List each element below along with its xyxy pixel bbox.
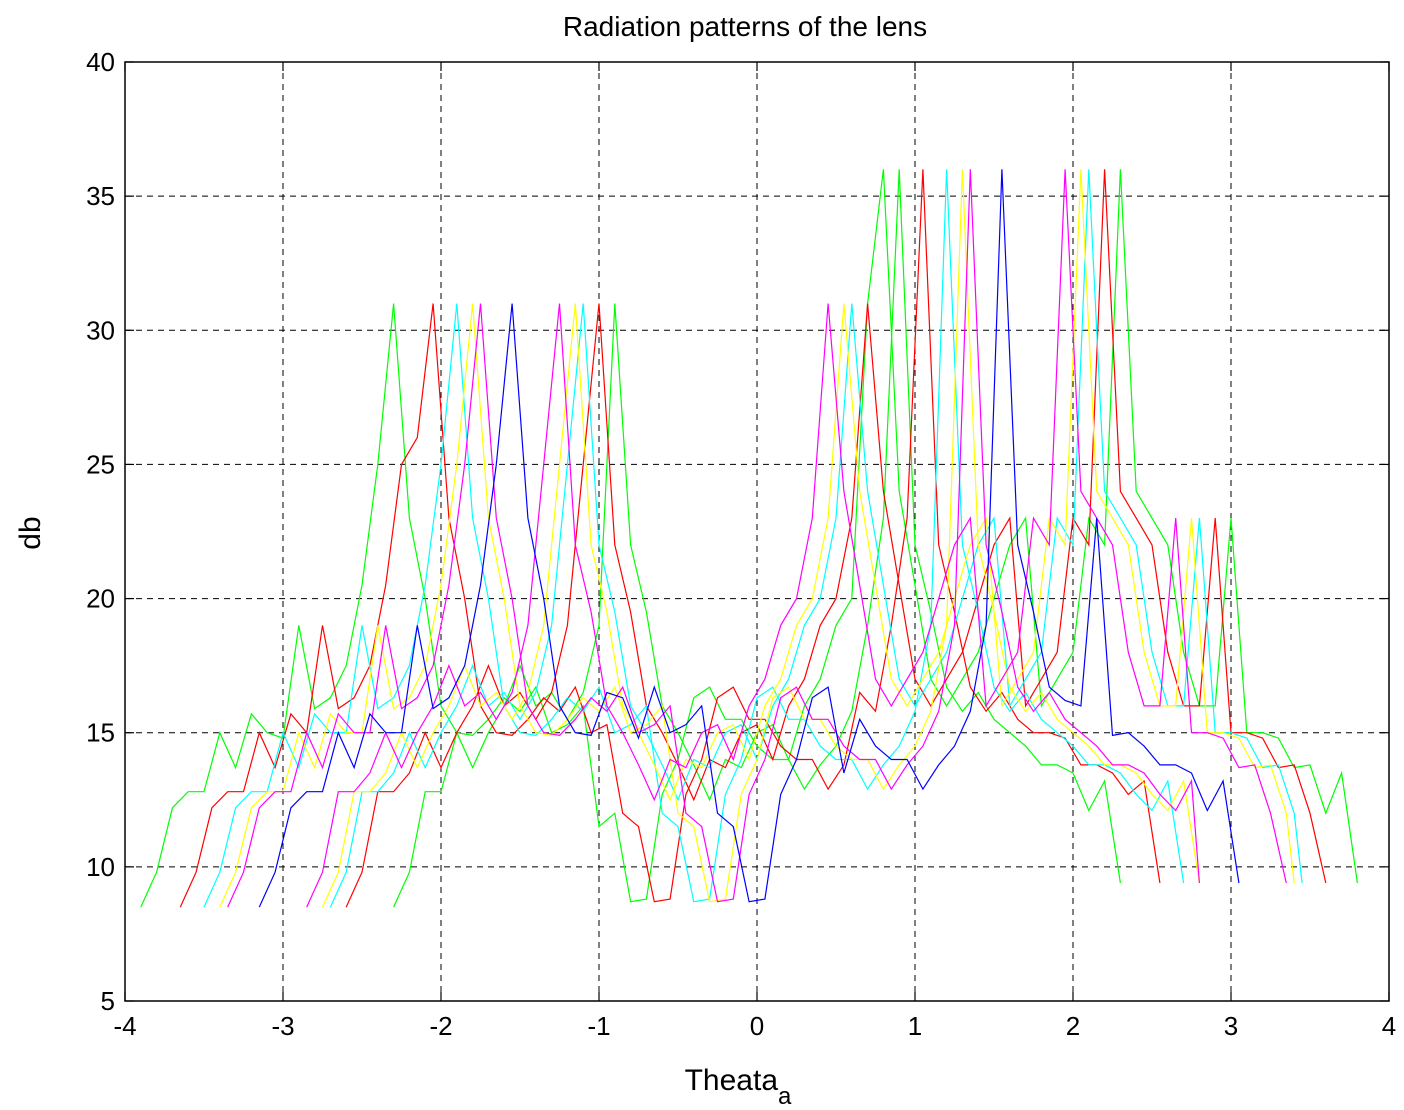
y-tick-label: 40 xyxy=(86,47,115,77)
x-tick-label: 1 xyxy=(908,1011,922,1041)
chart-title: Radiation patterns of the lens xyxy=(563,11,927,42)
x-tick-label: 2 xyxy=(1066,1011,1080,1041)
x-axis-title-main: Theata xyxy=(685,1064,779,1097)
series-line-1 xyxy=(140,169,1121,908)
x-tick-label: 0 xyxy=(750,1011,764,1041)
tick-labels: -4 -3 -2 -1 0 1 2 3 4 5 10 15 20 25 30 35 40 xyxy=(86,47,1396,1041)
x-tick-label: -4 xyxy=(113,1011,136,1041)
x-tick-label: 3 xyxy=(1224,1011,1238,1041)
ticks xyxy=(124,61,1390,1002)
y-axis-title: db xyxy=(14,516,47,549)
x-axis-title: Theataa xyxy=(685,1064,792,1110)
x-tick-label: -1 xyxy=(587,1011,610,1041)
y-tick-label: 25 xyxy=(86,449,115,479)
y-tick-label: 30 xyxy=(86,315,115,345)
y-tick-label: 20 xyxy=(86,584,115,614)
y-tick-label: 10 xyxy=(86,852,115,882)
series-line-6 xyxy=(329,169,1303,908)
x-tick-label: -2 xyxy=(429,1011,452,1041)
x-axis-title-subscript: a xyxy=(778,1083,792,1110)
series-line-9 xyxy=(227,169,1200,908)
y-tick-label: 5 xyxy=(101,986,115,1016)
x-tick-label: -3 xyxy=(271,1011,294,1041)
y-tick-label: 35 xyxy=(86,181,115,211)
series-line-11 xyxy=(258,169,1240,908)
x-tick-label: 4 xyxy=(1382,1011,1396,1041)
series-line-2 xyxy=(393,169,1358,908)
series-line-5 xyxy=(203,169,1185,908)
series-group xyxy=(140,169,1358,908)
series-line-10 xyxy=(306,169,1287,908)
y-tick-label: 15 xyxy=(86,718,115,748)
series-line-7 xyxy=(219,169,1200,908)
series-line-3 xyxy=(179,169,1161,908)
